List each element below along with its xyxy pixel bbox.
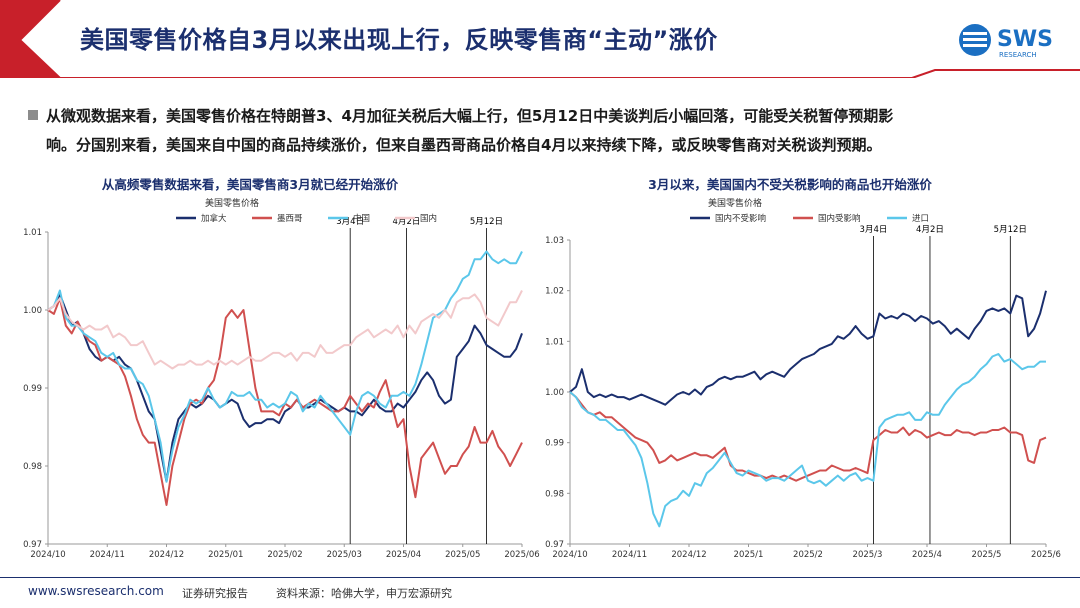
slide-footer: www.swsresearch.com 证券研究报告 资料来源：哈佛大学，申万宏… (0, 575, 1080, 608)
left-x-tick-label: 2024/11 (90, 550, 125, 560)
left-series-line-0 (47, 293, 523, 483)
right-y-tick-label: 1.01 (545, 337, 564, 347)
left-legend-label: 国内 (420, 213, 437, 224)
left-event-label: 3月4日 (336, 217, 364, 227)
left-series-line-3 (47, 290, 523, 370)
chart-right-title: 3月以来，美国国内不受关税影响的商品也开始涨价 (648, 177, 932, 192)
left-legend-label: 加拿大 (201, 213, 227, 224)
right-x-tick-label: 2025/1 (734, 550, 764, 560)
right-legend-label: 国内受影响 (818, 213, 861, 224)
left-x-tick-label: 2025/01 (208, 550, 243, 560)
left-y-tick-label: 0.98 (23, 462, 42, 472)
right-x-tick-label: 2024/12 (671, 550, 706, 560)
right-event-label: 5月12日 (994, 225, 1027, 235)
chart-left-subtitle: 美国零售价格 (204, 199, 259, 209)
right-event-label: 4月2日 (916, 225, 944, 235)
chart-right-subtitle: 美国零售价格 (707, 199, 762, 209)
chart-retail-by-country: 0.97 0.98 0.99 1.00 1.01 2024/10 2024/11 2024/1… (0, 170, 540, 570)
header-red-chevron (0, 0, 60, 78)
right-legend-label: 进口 (912, 214, 929, 224)
header-banner-shape (0, 0, 1080, 78)
left-x-tick-label: 2024/12 (149, 550, 184, 560)
left-event-label: 4月2日 (393, 217, 421, 227)
right-x-tick-label: 2025/5 (972, 550, 1002, 560)
left-x-tick-label: 2024/10 (30, 550, 65, 560)
left-x-tick-label: 2025/03 (327, 550, 362, 560)
bullet-square-icon (28, 110, 38, 120)
right-x-tick-label: 2025/4 (912, 550, 942, 560)
right-y-tick-label: 1.02 (545, 287, 564, 297)
bullet-line-1: 从微观数据来看，美国零售价格在特朗普3、4月加征关税后大幅上行，但5月12日中美… (46, 107, 894, 125)
right-x-tick-label: 2024/10 (552, 550, 587, 560)
footer-source: 资料来源：哈佛大学，申万宏源研究 (276, 587, 452, 600)
left-y-tick-label: 1.00 (23, 306, 42, 316)
left-legend-label: 墨西哥 (277, 214, 303, 224)
footer-divider (0, 577, 1080, 578)
right-x-tick-label: 2025/2 (793, 550, 823, 560)
left-x-tick-label: 2025/05 (445, 550, 480, 560)
left-legend-label: 中国 (353, 213, 370, 224)
slide-header: 美国零售价格自3月以来出现上行，反映零售商“主动”涨价 SWS RESEARCH (0, 0, 1080, 78)
right-series-line-1 (569, 391, 1047, 482)
right-series-line-0 (569, 290, 1047, 406)
left-x-tick-label: 2025/02 (267, 550, 302, 560)
summary-bullet: 从微观数据来看，美国零售价格在特朗普3、4月加征关税后大幅上行，但5月12日中美… (28, 102, 1068, 160)
right-x-tick-label: 2025/6 (1031, 550, 1061, 560)
left-y-tick-label: 0.99 (23, 384, 42, 394)
left-x-tick-label: 2025/06 (504, 550, 539, 560)
logo-subtext: RESEARCH (999, 51, 1037, 59)
right-y-tick-label: 1.00 (545, 388, 564, 398)
right-series-line-2 (569, 353, 1046, 528)
chart-right-plot: 0.97 0.98 0.99 1.00 1.01 1.02 1.03 2024/10 2024/… (545, 213, 1061, 560)
logo-icon: SWS RESEARCH (959, 24, 1053, 59)
header-red-outline (18, 0, 1080, 78)
right-y-tick-label: 0.99 (545, 439, 564, 449)
right-x-tick-label: 2025/3 (853, 550, 883, 560)
right-y-tick-label: 0.97 (545, 540, 564, 550)
chart-left-plot: 0.97 0.98 0.99 1.00 1.01 2024/10 2024/11 2024/1… (23, 213, 540, 560)
left-event-label: 5月12日 (470, 217, 503, 227)
right-legend-label: 国内不受影响 (715, 213, 766, 224)
left-y-tick-label: 0.97 (23, 540, 42, 550)
right-y-tick-label: 0.98 (545, 489, 564, 499)
slide-title: 美国零售价格自3月以来出现上行，反映零售商“主动”涨价 (80, 26, 718, 54)
right-event-label: 3月4日 (860, 225, 888, 235)
left-y-tick-label: 1.01 (23, 228, 42, 238)
chart-left-title: 从高频零售数据来看，美国零售商3月就已经开始涨价 (101, 177, 399, 192)
footer-url-link[interactable]: www.swsresearch.com (28, 584, 164, 598)
brand-logo: SWS RESEARCH (957, 20, 1067, 60)
footer-report-type: 证券研究报告 (182, 587, 248, 600)
left-x-tick-label: 2025/04 (386, 550, 421, 560)
logo-text: SWS (997, 27, 1053, 52)
right-x-tick-label: 2024/11 (612, 550, 647, 560)
bullet-line-2: 响。分国别来看，美国来自中国的商品持续涨价，但来自墨西哥商品价格自4月以来持续下… (46, 136, 882, 154)
chart-retail-domestic: 0.97 0.98 0.99 1.00 1.01 1.02 1.03 2024/10 2024/… (540, 170, 1080, 570)
right-y-tick-label: 1.03 (545, 236, 564, 246)
